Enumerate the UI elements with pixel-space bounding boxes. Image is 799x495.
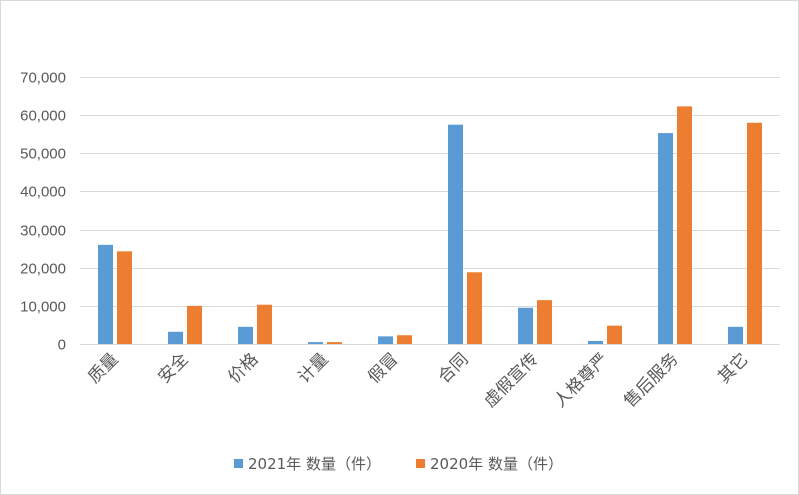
y-tick-label: 60,000 — [20, 108, 66, 125]
x-tick-label: 价格 — [224, 349, 262, 387]
legend: 2021年 数量（件） 2020年 数量（件） — [234, 455, 563, 473]
y-tick-label: 50,000 — [20, 146, 66, 163]
bar-2021 — [238, 326, 253, 344]
x-tick-label: 合同 — [434, 349, 472, 387]
bar-2021 — [728, 326, 743, 344]
bar-2020 — [467, 272, 482, 344]
bar-2021 — [518, 307, 533, 344]
x-tick-label: 安全 — [154, 349, 192, 387]
bar-2020 — [747, 122, 762, 345]
bars — [98, 106, 762, 345]
bar-2021 — [168, 331, 183, 344]
gridlines — [80, 77, 780, 307]
bar-2021 — [448, 124, 463, 344]
bar-2021 — [658, 133, 673, 344]
y-axis: 0 10,000 20,000 30,000 40,000 50,000 60,000 70,… — [20, 70, 66, 354]
bar-2020 — [187, 305, 202, 344]
bar-2021 — [378, 336, 393, 344]
bar-2021 — [98, 244, 113, 344]
y-tick-label: 0 — [58, 337, 66, 354]
y-tick-label: 30,000 — [20, 223, 66, 240]
x-tick-label: 计量 — [294, 349, 332, 387]
y-tick-label: 10,000 — [20, 299, 66, 316]
bar-2021 — [588, 340, 603, 344]
bar-2020 — [677, 106, 692, 345]
bar-2020 — [607, 325, 622, 344]
x-tick-label: 虚假宣传 — [480, 349, 542, 411]
y-tick-label: 20,000 — [20, 261, 66, 278]
legend-label: 2021年 数量（件） — [248, 455, 381, 473]
bar-2020 — [327, 342, 342, 344]
y-tick-label: 40,000 — [20, 184, 66, 201]
bar-2020 — [117, 251, 132, 344]
x-tick-label: 质量 — [84, 349, 122, 387]
bar-2021 — [308, 342, 323, 344]
bar-2020 — [397, 335, 412, 344]
legend-label: 2020年 数量（件） — [430, 455, 563, 473]
bar-2020 — [537, 300, 552, 344]
x-tick-label: 售后服务 — [620, 349, 682, 411]
x-axis: 质量 安全 价格 计量 假冒 合同 虚假宣传 人格尊严 售后服务 其它 — [84, 349, 752, 411]
bar-2020 — [257, 304, 272, 344]
legend-swatch — [234, 459, 243, 468]
legend-swatch — [416, 459, 425, 468]
x-tick-label: 人格尊严 — [550, 349, 612, 411]
x-tick-label: 假冒 — [364, 349, 402, 387]
x-tick-label: 其它 — [714, 349, 752, 387]
y-tick-label: 70,000 — [20, 70, 66, 87]
